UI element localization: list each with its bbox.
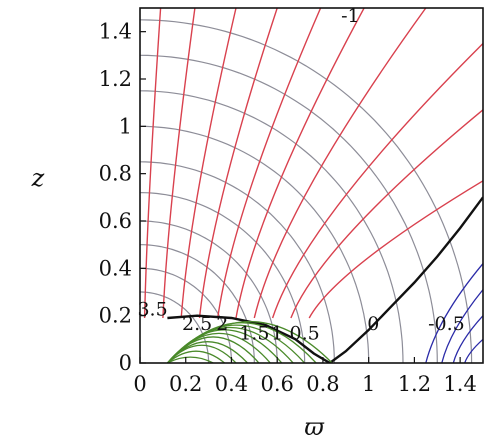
x-tick-label-4: 0.8 (306, 372, 339, 396)
inner-contour-2 (166, 350, 226, 363)
contour-label-8: 0 (367, 313, 379, 335)
equipotential-line-7 (140, 125, 370, 363)
y-tick-label-5: 1 (119, 114, 132, 138)
y-tick-label-1: 0.2 (99, 304, 132, 328)
contour-label-1: -1 (341, 5, 360, 27)
y-axis-label: z (31, 164, 45, 192)
equipotential-line-2 (140, 267, 233, 363)
x-tick-label-1: 0.2 (169, 372, 202, 396)
equipotential-line-6 (140, 161, 335, 363)
field-line-3 (180, 8, 237, 319)
equipotential-line-8 (140, 90, 404, 363)
axes: 0 0.2 0.4 0.6 0.8 1 1.2 1.4 0 0.2 0.4 0.6 0.8 1 1.2 1.4… (99, 5, 484, 396)
y-tick-label-4: 0.8 (99, 162, 132, 186)
separatrix-line (167, 196, 483, 363)
y-tick-label-7: 1.4 (99, 20, 132, 44)
contour-label-7: 0.5 (290, 322, 320, 344)
equipotential-line-3 (140, 244, 255, 363)
x-axis-label: ϖ (304, 413, 325, 441)
y-tick-label-3: 0.6 (99, 209, 132, 233)
equipotential-line-4 (140, 220, 278, 363)
field-line-7 (253, 8, 427, 319)
equipotential-line-10 (140, 19, 473, 363)
field-line-4 (198, 8, 278, 319)
y-tick-label-0: 0 (119, 351, 132, 375)
field-line-6 (235, 8, 365, 319)
y-tick-label-6: 1.2 (99, 67, 132, 91)
field-line-10 (308, 180, 483, 319)
inner-contour-1 (167, 356, 214, 363)
inner-contour-11 (166, 321, 333, 363)
outer-contour-1 (425, 263, 483, 363)
outer-contour-3 (452, 315, 483, 363)
x-tick-label-0: 0 (133, 372, 146, 396)
field-line-5 (217, 8, 322, 319)
contour-label-9: -0.5 (428, 313, 465, 335)
contour-label-2: 3.5 (137, 299, 167, 321)
plot-area (140, 8, 483, 363)
x-tick-label-2: 0.4 (215, 372, 248, 396)
field-line-9 (290, 109, 483, 319)
contour-label-6: 1 (271, 322, 283, 344)
outer-contour-4 (464, 338, 483, 363)
x-tick-label-3: 0.6 (260, 372, 293, 396)
x-tick-label-6: 1.2 (398, 372, 431, 396)
equipotential-line-1 (140, 291, 210, 363)
field-line-1 (143, 8, 162, 319)
plot-frame (139, 7, 484, 364)
contour-label-4: 2 (216, 313, 228, 335)
field-line-2 (162, 8, 196, 319)
x-tick-label-7: 1.4 (443, 372, 476, 396)
equipotential-line-9 (140, 54, 438, 363)
contour-label-5: 1.5 (239, 322, 269, 344)
contour-label-3: 2.5 (182, 313, 212, 335)
outer-contour-2 (441, 289, 483, 363)
x-tick-label-5: 1 (362, 372, 375, 396)
y-tick-label-2: 0.4 (99, 256, 132, 280)
field-line-8 (271, 43, 483, 319)
